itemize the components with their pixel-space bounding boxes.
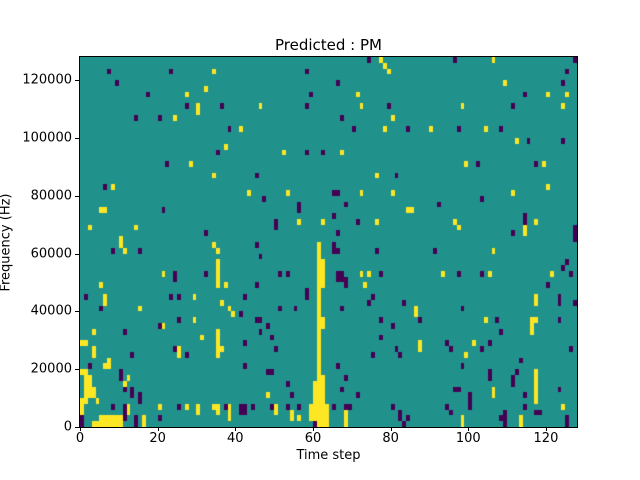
y-tick-mark [75, 311, 79, 313]
y-tick-label: 60000 [30, 246, 72, 262]
y-tick-label: 40000 [30, 303, 72, 319]
y-tick-mark [75, 369, 79, 371]
y-tick-mark [75, 137, 79, 139]
y-tick-label: 0 [63, 419, 72, 435]
x-axis-label: Time step [296, 448, 361, 463]
y-tick-mark [75, 427, 79, 428]
x-tick-mark [80, 427, 81, 431]
x-tick-mark [468, 427, 470, 431]
y-tick-label: 100000 [22, 130, 72, 146]
x-tick-label: 20 [149, 431, 166, 446]
x-tick-mark [545, 427, 547, 431]
x-tick-label: 120 [533, 431, 559, 446]
x-tick-label: 60 [304, 431, 322, 446]
x-tick-mark [390, 427, 392, 431]
y-tick-label: 120000 [22, 72, 72, 88]
x-tick-label: 100 [455, 431, 481, 446]
x-tick-mark [157, 427, 159, 431]
heatmap-canvas [80, 57, 577, 427]
y-axis-label: Frequency (Hz) [0, 193, 14, 292]
x-tick-label: 0 [75, 431, 85, 446]
plot-title: Predicted : PM [275, 36, 382, 54]
x-tick-label: 80 [382, 431, 399, 446]
plot-area [79, 56, 578, 428]
y-tick-mark [75, 195, 79, 197]
x-tick-label: 40 [227, 431, 244, 446]
y-tick-label: 80000 [30, 188, 72, 204]
y-tick-mark [75, 253, 79, 255]
x-tick-mark [312, 427, 314, 431]
x-tick-mark [235, 427, 237, 431]
y-tick-mark [75, 80, 79, 82]
y-tick-label: 20000 [30, 361, 72, 377]
